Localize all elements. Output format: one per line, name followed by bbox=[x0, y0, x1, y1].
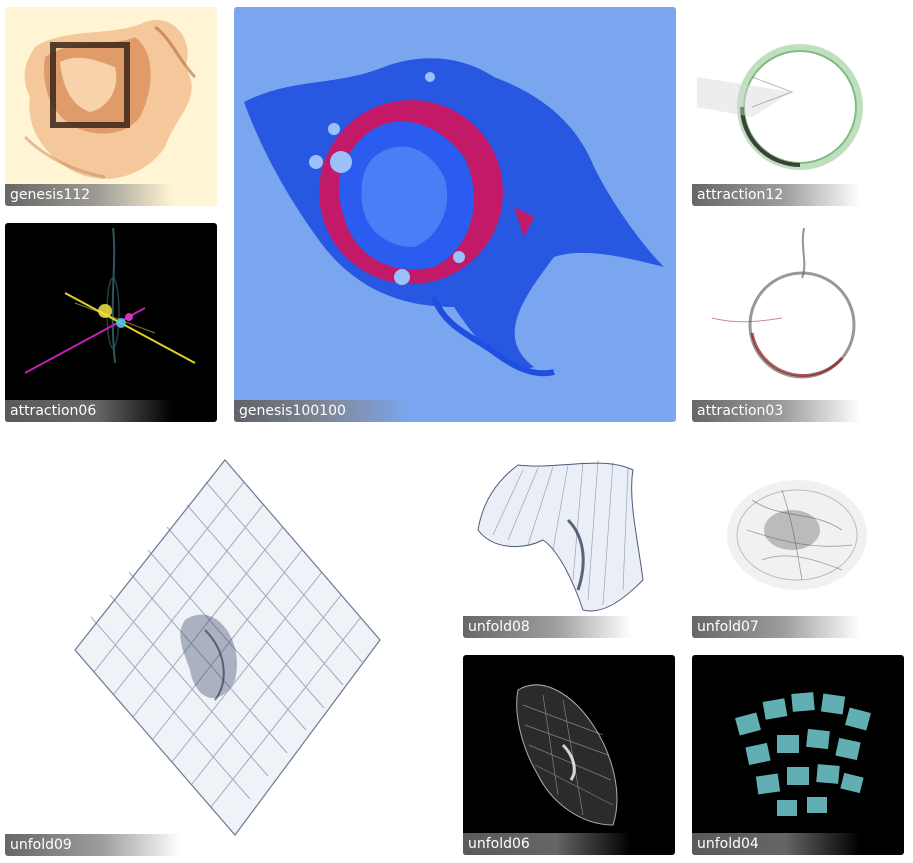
gallery-tile-unfold07[interactable]: unfold07 bbox=[692, 440, 904, 638]
gallery-tile-unfold04[interactable]: unfold04 bbox=[692, 655, 904, 855]
artwork-thumbnail bbox=[234, 7, 676, 422]
tile-caption: unfold06 bbox=[463, 833, 631, 855]
tile-caption: attraction06 bbox=[5, 400, 173, 422]
tile-caption: unfold08 bbox=[463, 616, 631, 638]
gallery-tile-unfold09[interactable]: unfold09 bbox=[5, 440, 447, 856]
gallery-tile-genesis112[interactable]: genesis112 bbox=[5, 7, 217, 206]
artwork-thumbnail bbox=[692, 440, 904, 638]
artwork-thumbnail bbox=[5, 440, 447, 856]
gallery-tile-genesis100100[interactable]: genesis100100 bbox=[234, 7, 676, 422]
artwork-thumbnail bbox=[5, 7, 217, 206]
artwork-thumbnail bbox=[5, 223, 217, 422]
tile-caption: genesis100100 bbox=[234, 400, 410, 422]
tile-caption: attraction12 bbox=[692, 184, 860, 206]
gallery-tile-attraction06[interactable]: attraction06 bbox=[5, 223, 217, 422]
tile-caption: unfold07 bbox=[692, 616, 860, 638]
tile-caption: genesis112 bbox=[5, 184, 173, 206]
artwork-thumbnail bbox=[463, 655, 675, 855]
artwork-thumbnail bbox=[692, 7, 904, 206]
tile-caption: unfold09 bbox=[5, 834, 181, 856]
tile-caption: unfold04 bbox=[692, 833, 860, 855]
artwork-thumbnail bbox=[692, 223, 904, 422]
gallery-tile-attraction12[interactable]: attraction12 bbox=[692, 7, 904, 206]
gallery-tile-unfold06[interactable]: unfold06 bbox=[463, 655, 675, 855]
artwork-thumbnail bbox=[463, 440, 675, 638]
artwork-thumbnail bbox=[692, 655, 904, 855]
tile-caption: attraction03 bbox=[692, 400, 860, 422]
gallery-tile-unfold08[interactable]: unfold08 bbox=[463, 440, 675, 638]
gallery-tile-attraction03[interactable]: attraction03 bbox=[692, 223, 904, 422]
